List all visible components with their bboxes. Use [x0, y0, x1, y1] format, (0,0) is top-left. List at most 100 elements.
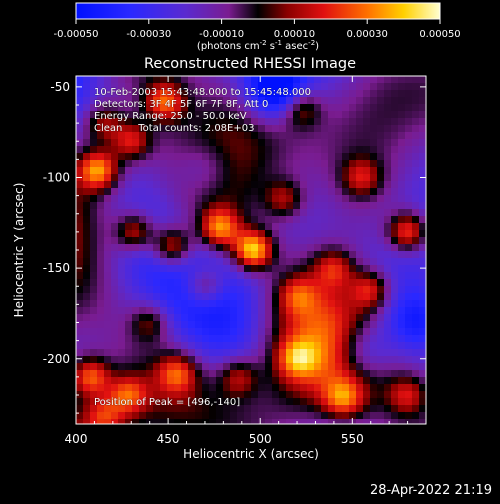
heatmap-cell	[118, 293, 126, 301]
heatmap-cell	[83, 230, 91, 238]
heatmap-cell	[153, 223, 161, 231]
heatmap-cell	[370, 356, 378, 364]
heatmap-cell	[153, 377, 161, 385]
heatmap-cell	[223, 342, 231, 350]
heatmap-cell	[342, 118, 350, 126]
heatmap-cell	[307, 286, 315, 294]
heatmap-cell	[104, 167, 112, 175]
heatmap-cell	[153, 174, 161, 182]
heatmap-cell	[132, 132, 140, 140]
heatmap-cell	[188, 286, 196, 294]
heatmap-cell	[398, 265, 406, 273]
colorbar: -0.00050 -0.00030 -0.00010 0.00010 0.00030 0.…	[54, 2, 461, 52]
heatmap-cell	[188, 293, 196, 301]
heatmap-cell	[132, 265, 140, 273]
heatmap-cell	[111, 104, 119, 112]
heatmap-cell	[160, 258, 168, 266]
heatmap-cell	[370, 328, 378, 336]
heatmap-cell	[223, 195, 231, 203]
heatmap-cell	[265, 314, 273, 322]
heatmap-cell	[83, 321, 91, 329]
heatmap-cell	[209, 237, 217, 245]
heatmap-cell	[209, 258, 217, 266]
heatmap-cell	[153, 83, 161, 91]
heatmap-cell	[118, 314, 126, 322]
heatmap-cell	[293, 293, 301, 301]
heatmap-cell	[90, 321, 98, 329]
heatmap-cell	[286, 349, 294, 357]
heatmap-cell	[230, 251, 238, 259]
heatmap-cell	[223, 111, 231, 119]
heatmap-cell	[377, 293, 385, 301]
heatmap-cell	[251, 419, 259, 424]
heatmap-cell	[370, 118, 378, 126]
heatmap-cell	[419, 314, 426, 322]
heatmap-cell	[132, 209, 140, 217]
heatmap-cell	[111, 188, 119, 196]
heatmap-cell	[104, 405, 112, 413]
heatmap-cell	[111, 377, 119, 385]
heatmap-cell	[412, 97, 420, 105]
heatmap-cell	[258, 139, 266, 147]
heatmap-cell	[181, 223, 189, 231]
heatmap-cell	[300, 195, 308, 203]
heatmap-cell	[97, 244, 105, 252]
heatmap-cell	[258, 405, 266, 413]
peak-position-label: Position of Peak = [496,-140]	[94, 397, 241, 408]
heatmap-cell	[237, 384, 245, 392]
heatmap-cell	[300, 153, 308, 161]
heatmap-cell	[391, 90, 399, 98]
heatmap-cell	[160, 251, 168, 259]
heatmap-cell	[377, 111, 385, 119]
heatmap-cell	[384, 265, 392, 273]
colorbar-gradient	[75, 2, 441, 20]
heatmap-cell	[167, 377, 175, 385]
heatmap-cell	[335, 216, 343, 224]
heatmap-cell	[258, 146, 266, 154]
heatmap-cell	[174, 349, 182, 357]
heatmap-cell	[398, 349, 406, 357]
heatmap-cell	[244, 251, 252, 259]
heatmap-cell	[230, 265, 238, 273]
heatmap-cell	[363, 349, 371, 357]
heatmap-cell	[104, 398, 112, 406]
heatmap-cell	[419, 377, 426, 385]
heatmap-cell	[321, 174, 329, 182]
heatmap-cell	[111, 258, 119, 266]
heatmap-cell	[258, 209, 266, 217]
heatmap-cell	[391, 321, 399, 329]
heatmap-cell	[195, 223, 203, 231]
heatmap-cell	[251, 174, 259, 182]
heatmap-cell	[300, 286, 308, 294]
heatmap-cell	[160, 230, 168, 238]
heatmap-cell	[111, 412, 119, 420]
heatmap-cell	[279, 83, 287, 91]
heatmap-cell	[146, 314, 154, 322]
heatmap-cell	[104, 300, 112, 308]
heatmap-cell	[237, 153, 245, 161]
heatmap-cell	[237, 328, 245, 336]
heatmap-cell	[195, 104, 203, 112]
heatmap-cell	[83, 160, 91, 168]
heatmap-cell	[307, 328, 315, 336]
heatmap-cell	[125, 90, 133, 98]
heatmap-cell	[335, 223, 343, 231]
heatmap-cell	[258, 272, 266, 280]
heatmap-cell	[321, 286, 329, 294]
heatmap-cell	[293, 258, 301, 266]
heatmap-cell	[384, 188, 392, 196]
heatmap-cell	[293, 139, 301, 147]
heatmap-cell	[188, 209, 196, 217]
heatmap-cell	[321, 216, 329, 224]
heatmap-cell	[419, 153, 426, 161]
heatmap-cell	[377, 160, 385, 168]
heatmap-cell	[370, 76, 378, 84]
heatmap-cell	[265, 104, 273, 112]
heatmap-cell	[321, 307, 329, 315]
heatmap-cell	[356, 90, 364, 98]
heatmap-cell	[76, 328, 84, 336]
heatmap-cell	[230, 188, 238, 196]
heatmap-cell	[174, 118, 182, 126]
heatmap-cell	[209, 349, 217, 357]
heatmap-cell	[125, 286, 133, 294]
